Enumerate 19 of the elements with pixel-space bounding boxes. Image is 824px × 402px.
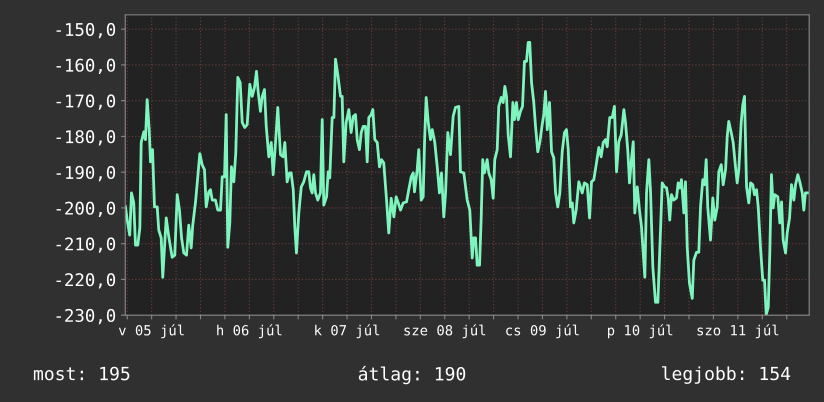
y-tick-label: -210,0 xyxy=(56,237,116,253)
text: átlag: 190 xyxy=(358,366,466,384)
x-tick-label: szo 11 júl xyxy=(697,324,778,338)
y-tick-label: -230,0 xyxy=(56,308,116,324)
x-tick-label: v 05 júl xyxy=(118,324,184,338)
x-tick-label: h 06 júl xyxy=(217,324,282,338)
y-tick-label: -170,0 xyxy=(56,94,116,110)
x-tick-label: p 10 júl xyxy=(608,324,672,338)
x-tick-label: cs 09 júl xyxy=(506,324,579,338)
y-tick-label: -190,0 xyxy=(56,166,116,182)
y-tick-label: -160,0 xyxy=(56,58,116,74)
x-tick-label: k 07 júl xyxy=(315,324,380,338)
y-tick-label: -150,0 xyxy=(56,22,116,38)
x-tick-label: sze 08 júl xyxy=(404,324,486,338)
y-tick-label: -200,0 xyxy=(56,202,116,217)
y-tick-label: -220,0 xyxy=(56,273,116,288)
y-tick-label: -180,0 xyxy=(56,130,116,146)
text: legjobb: 154 xyxy=(662,366,790,384)
text: most: 195 xyxy=(34,366,130,380)
